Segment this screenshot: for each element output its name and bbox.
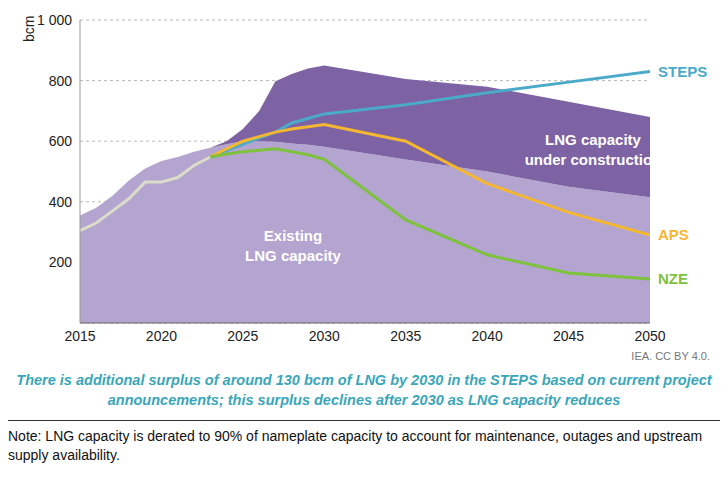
svg-text:600: 600 [49, 133, 73, 149]
svg-text:STEPS: STEPS [658, 63, 707, 80]
svg-text:2040: 2040 [472, 328, 503, 344]
svg-text:2020: 2020 [146, 328, 177, 344]
html-text:Existing LNG capacity: Existing LNG capacity [245, 227, 341, 264]
svg-text:2045: 2045 [553, 328, 584, 344]
html-text:Note: LNG capacity is derated: Note: LNG capacity is derated to 90% of … [8, 428, 703, 463]
svg-text:1 000: 1 000 [37, 12, 72, 28]
svg-text:2035: 2035 [390, 328, 421, 344]
html-text:There is additional surplus of: There is additional surplus of around 13… [16, 372, 712, 408]
html-text:IEA. CC BY 4.0.: IEA. CC BY 4.0. [631, 350, 710, 362]
svg-text:2050: 2050 [634, 328, 665, 344]
svg-text:800: 800 [49, 73, 73, 89]
svg-text:NZE: NZE [658, 270, 688, 287]
svg-text:APS: APS [658, 226, 689, 243]
svg-text:2015: 2015 [64, 328, 95, 344]
svg-text:2025: 2025 [227, 328, 258, 344]
html-text:LNG capacity under constructio: LNG capacity under construction [524, 131, 662, 168]
svg-text:200: 200 [49, 254, 73, 270]
svg-text:bcm: bcm [21, 16, 37, 42]
svg-text:2030: 2030 [309, 328, 340, 344]
svg-text:400: 400 [49, 194, 73, 210]
